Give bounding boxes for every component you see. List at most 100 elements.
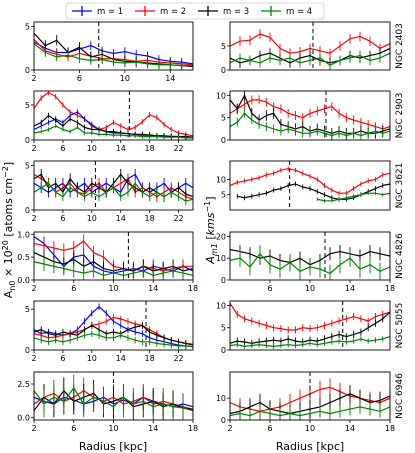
y-tick-label: 0: [221, 346, 226, 355]
series-ngc-3621-left-3: [34, 178, 193, 206]
x-tick-label: 2: [31, 214, 36, 223]
legend-label-m-1: m = 1: [97, 7, 123, 17]
series-line: [230, 168, 390, 194]
panel-ngc-4826-right: 6 10 14 18 0 10 20 NGC 4826: [216, 231, 405, 293]
x-tick-label: 14: [345, 284, 355, 293]
series-line: [34, 182, 193, 202]
x-tick-label: 10: [305, 424, 315, 433]
x-axis-label-left: Radius [kpc]: [79, 440, 147, 453]
y-tick-label: 5: [25, 101, 30, 110]
series-ngc-5055-right-2: [230, 333, 390, 350]
y-tick-label: 0: [221, 416, 226, 425]
y-tick-label: 5: [221, 42, 226, 51]
panel-ngc-3621-right: 5 10 NGC 3621: [216, 160, 405, 211]
series-line: [34, 91, 193, 137]
x-tick-label: 14: [148, 284, 158, 293]
y-tick-label: 0: [221, 66, 226, 75]
y-tick-label: 10: [216, 91, 226, 100]
y-tick-label: 0.0: [17, 276, 30, 285]
galaxy-label-ngc-6946: NGC 6946: [395, 373, 405, 419]
series-line: [34, 41, 193, 65]
series-line: [34, 333, 193, 348]
axes-frame-ngc-3621-right: [229, 160, 391, 211]
x-tick-label: 14: [116, 214, 126, 223]
axes-frame-ngc-3621-left: [33, 160, 194, 211]
x-tick-label: 2: [31, 144, 36, 153]
x-tick-label: 6: [267, 284, 272, 293]
y-tick-label: 5: [221, 324, 226, 333]
panel-ngc-2403-right: 0 5 NGC 2403: [221, 21, 405, 75]
panel-ngc-2403-left: 2 6 10 14 0 5: [25, 21, 194, 83]
plot-area-ngc-2403-left: [34, 28, 193, 70]
plot-area-ngc-6946-left: [34, 374, 193, 420]
series-ngc-3621-right-1: [236, 181, 390, 202]
plot-area-ngc-3621-left: [34, 169, 193, 206]
axes-frame-ngc-2403-left: [33, 21, 194, 71]
panel-ngc-2903-right: 0 5 10 NGC 2903: [216, 90, 405, 145]
series-ngc-2903-left-2: [34, 112, 193, 140]
y-tick-label: 0: [25, 66, 30, 75]
series-ngc-2903-right-2: [230, 108, 390, 140]
x-tick-label: 6: [60, 144, 65, 153]
x-tick-label: 10: [87, 214, 97, 223]
series-line: [34, 306, 193, 348]
x-tick-label: 6: [60, 214, 65, 223]
series-ngc-2403-right-2: [230, 48, 390, 70]
panel-ngc-5055-left: 2 6 10 14 18 22 0 5: [25, 300, 194, 363]
plot-area-ngc-2403-right: [230, 29, 390, 70]
y-tick-label: 5: [25, 161, 30, 170]
series-line: [230, 253, 390, 275]
y-tick-label: 2.5: [17, 380, 30, 389]
panel-ngc-5055-right: 0 5 10 NGC 5055: [216, 300, 405, 355]
series-line: [317, 192, 390, 202]
plot-area-ngc-2903-right: [230, 91, 390, 140]
legend-label-m-4: m = 4: [286, 7, 312, 17]
x-tick-label: 18: [145, 214, 155, 223]
series-line: [230, 112, 390, 137]
series-ngc-2403-left-3: [34, 39, 193, 70]
y-tick-label: 0: [221, 276, 226, 285]
series-line: [230, 99, 390, 130]
plot-area-ngc-5055-right: [230, 301, 390, 350]
series-ngc-5055-left-3: [34, 330, 193, 350]
y-tick-label: 0: [25, 346, 30, 355]
x-tick-label: 14: [345, 424, 355, 433]
x-tick-label: 10: [108, 424, 118, 433]
x-tick-label: 18: [145, 144, 155, 153]
x-tick-label: 14: [148, 424, 158, 433]
x-tick-label: 2: [31, 74, 36, 83]
y-tick-label: 10: [216, 301, 226, 310]
y-tick-label: 0.0: [17, 413, 30, 422]
panel-ngc-4826-left: 2 6 10 14 18 0.0 0.5 1.0: [17, 230, 198, 293]
x-tick-label: 14: [116, 144, 126, 153]
panel-ngc-6946-right: 2 6 10 14 18 0 10 NGC 6946: [216, 371, 405, 433]
panel-ngc-2903-left: 2 6 10 14 18 22 0 5: [25, 90, 194, 153]
series-line: [34, 261, 193, 276]
galaxy-label-ngc-2403: NGC 2403: [395, 23, 405, 69]
y-tick-label: 0.5: [17, 253, 30, 262]
series-line: [230, 302, 390, 331]
x-tick-label: 2: [227, 424, 232, 433]
x-tick-label: 2: [31, 424, 36, 433]
x-tick-label: 6: [60, 354, 65, 363]
y-tick-label: 1.0: [17, 230, 30, 239]
x-tick-label: 10: [108, 284, 118, 293]
panel-ngc-6946-left: 2 6 10 14 18 0.0 2.5: [17, 371, 198, 433]
plot-area-ngc-3621-right: [230, 166, 390, 203]
series-ngc-5055-right-0: [230, 301, 390, 334]
x-axis-label-right: Radius [kpc]: [276, 440, 344, 453]
y-axis-label-right: Am1 [kms−1]: [203, 196, 219, 264]
series-ngc-3621-right-0: [230, 166, 390, 196]
y-tick-label: 0: [221, 136, 226, 145]
y-tick-label: 10: [216, 254, 226, 263]
series-line: [230, 33, 390, 54]
axes-frame-ngc-2903-left: [33, 90, 194, 141]
x-tick-label: 22: [173, 214, 183, 223]
x-tick-label: 6: [77, 74, 82, 83]
panel-ngc-3621-left: 2 6 10 14 18 22 0 5: [25, 160, 194, 223]
y-tick-label: 5: [25, 305, 30, 314]
x-tick-label: 10: [87, 144, 97, 153]
x-tick-label: 18: [385, 424, 395, 433]
series-line: [230, 311, 390, 344]
